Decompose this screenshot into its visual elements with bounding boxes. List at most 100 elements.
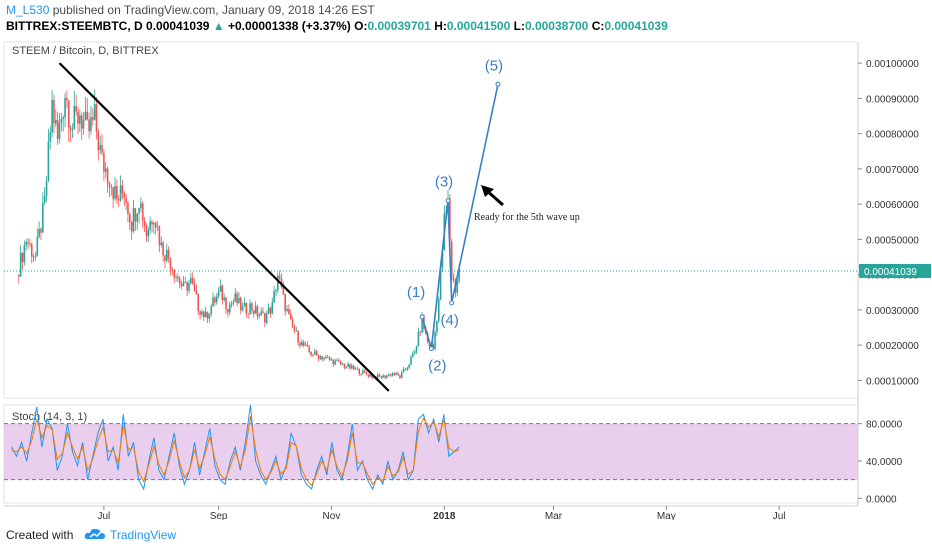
candle xyxy=(380,376,383,378)
candle xyxy=(286,308,288,311)
x-tick-label: Mar xyxy=(545,511,563,520)
candle xyxy=(162,242,164,256)
candle xyxy=(182,282,185,287)
wave-label: (3) xyxy=(435,174,453,191)
candle xyxy=(413,351,416,354)
candle xyxy=(112,187,114,199)
price-pane-title: STEEM / Bitcoin, D, BITTREX xyxy=(12,45,159,57)
publish-info: published on TradingView.com, January 09… xyxy=(52,3,375,17)
candle xyxy=(169,258,172,270)
candle xyxy=(382,375,385,378)
wave-point[interactable] xyxy=(428,346,434,352)
y-tick-label: 0.00080000 xyxy=(866,130,919,141)
candle xyxy=(62,117,64,119)
annotation-arrowhead xyxy=(481,185,494,197)
candle xyxy=(106,168,109,183)
candle xyxy=(434,332,436,349)
wave-label: (4) xyxy=(441,312,459,329)
candle xyxy=(104,168,107,172)
candle xyxy=(221,285,224,300)
candle xyxy=(269,307,272,314)
candle xyxy=(247,313,249,314)
candle xyxy=(347,364,349,367)
candle xyxy=(345,366,348,368)
stoch-y-tick-label: 80.0000 xyxy=(866,420,903,431)
candle xyxy=(25,242,27,246)
candle xyxy=(147,230,150,237)
last-price-label: 0.00041039 xyxy=(864,267,917,278)
candle xyxy=(273,291,275,303)
candle xyxy=(164,255,166,261)
author-link[interactable]: M_L530 xyxy=(6,3,50,17)
x-tick-label: Jul xyxy=(773,511,786,520)
y-tick-label: 0.00010000 xyxy=(866,376,919,387)
created-with-label: Created with xyxy=(6,528,74,542)
stoch-y-tick-label: 0.0000 xyxy=(866,494,897,505)
candle xyxy=(312,354,314,356)
wave-point[interactable] xyxy=(449,300,455,306)
candle xyxy=(371,374,373,378)
price-chart[interactable]: 0.000100000.000200000.000300000.00040000… xyxy=(0,0,932,520)
candle xyxy=(90,117,92,132)
candle xyxy=(393,373,396,375)
wave-point[interactable] xyxy=(445,198,451,204)
candle xyxy=(184,282,187,283)
candle xyxy=(153,222,155,225)
candle xyxy=(358,368,360,374)
symbol-label[interactable]: BITTREX:STEEMBTC, D xyxy=(6,19,143,33)
candle xyxy=(193,283,196,291)
candle xyxy=(284,294,286,311)
trendline[interactable] xyxy=(58,62,390,392)
close-value: 0.00041039 xyxy=(604,19,668,33)
candle xyxy=(304,344,307,346)
candle xyxy=(97,131,100,151)
wave-label: (5) xyxy=(485,57,503,74)
high-value: 0.00041500 xyxy=(446,19,511,33)
candle xyxy=(191,277,194,284)
candle xyxy=(92,117,94,120)
candle xyxy=(132,208,135,232)
stoch-y-tick-label: 40.0000 xyxy=(866,457,903,468)
candle xyxy=(66,97,68,101)
low-label: L: xyxy=(513,19,525,33)
candle xyxy=(262,311,264,313)
candle xyxy=(167,249,170,259)
candle xyxy=(271,302,274,314)
candle xyxy=(441,249,444,268)
wave-point[interactable] xyxy=(419,314,425,320)
candle xyxy=(206,311,209,319)
candle xyxy=(397,373,399,376)
candle xyxy=(325,356,327,359)
candle xyxy=(123,193,126,198)
candle xyxy=(225,297,227,309)
candle xyxy=(101,145,103,153)
price-pane[interactable] xyxy=(3,41,859,399)
tradingview-brand-link[interactable]: TradingView xyxy=(110,528,177,542)
stoch-band xyxy=(4,423,858,480)
candle xyxy=(69,127,72,130)
candle xyxy=(241,306,244,311)
candle xyxy=(289,313,292,320)
candle xyxy=(23,245,26,263)
candle xyxy=(367,374,370,377)
candle xyxy=(297,330,299,343)
y-tick-label: 0.00100000 xyxy=(866,59,919,70)
candle xyxy=(306,344,309,347)
candle xyxy=(400,372,403,378)
candles xyxy=(18,89,460,381)
candle xyxy=(80,115,83,129)
wave-point[interactable] xyxy=(495,81,501,87)
candle xyxy=(21,252,24,263)
candle xyxy=(215,296,218,303)
candle xyxy=(317,354,320,359)
candle xyxy=(389,374,392,376)
candle xyxy=(103,152,105,172)
candle xyxy=(93,104,96,120)
candle xyxy=(376,374,379,379)
candle xyxy=(439,267,442,300)
candle xyxy=(45,181,48,197)
candle xyxy=(67,100,70,128)
candle xyxy=(138,208,140,214)
candle xyxy=(436,320,438,333)
candle xyxy=(56,119,59,139)
